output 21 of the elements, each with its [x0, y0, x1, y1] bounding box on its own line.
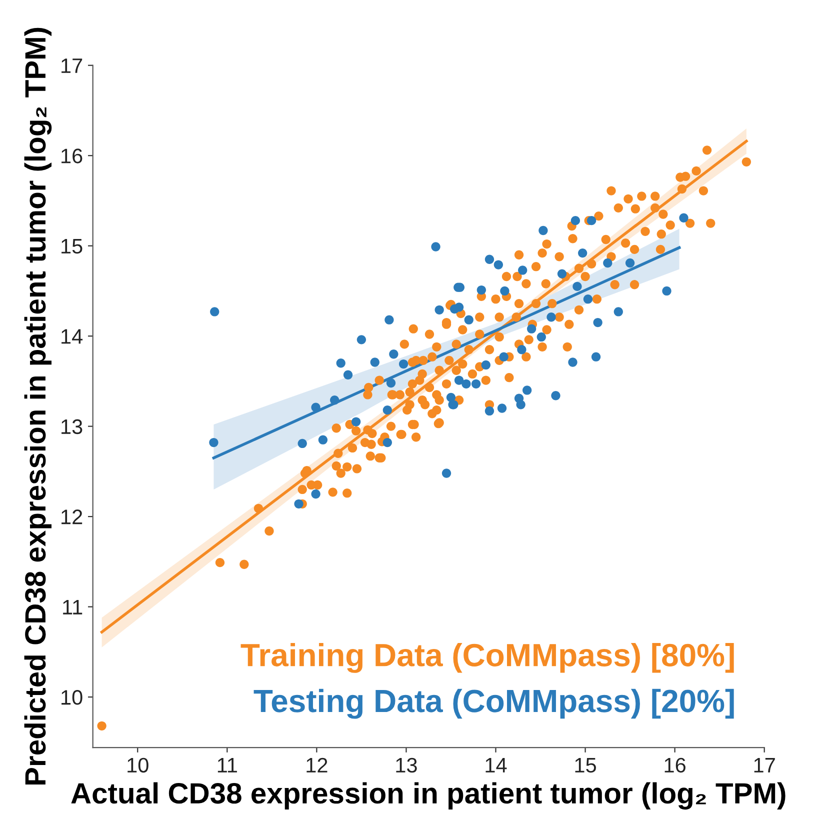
y-tick-label: 12: [62, 510, 82, 524]
y-tick-label: 10: [62, 690, 82, 705]
x-tick-label: 11: [218, 758, 237, 772]
y-tick-label: 16: [62, 148, 82, 164]
x-axis-title: Actual CD38 expression in patient tumor (log₂ TPM): [71, 782, 786, 810]
line-series: [212, 246, 681, 460]
text: Testing Data (CoMMpass) [20%]: [254, 688, 734, 719]
y-tick-label: 15: [62, 239, 82, 254]
y-tick-label: 17: [62, 58, 82, 73]
text: Training Data (CoMMpass) [80%]: [240, 642, 734, 673]
y-tick-label: 13: [62, 419, 82, 434]
x-tick-label: 16: [664, 758, 686, 773]
x-tick-label: 10: [128, 758, 148, 773]
y-axis-title: Predicted CD38 expression in patient tumor (log₂ TPM): [24, 28, 52, 785]
x-tick-label: 15: [575, 758, 596, 773]
y-tick-label: 14: [62, 329, 83, 344]
x-tick-label: 12: [306, 758, 328, 772]
x-tick-label: 17: [754, 758, 775, 772]
x-tick-label: 13: [396, 758, 417, 773]
y-tick-label: 11: [63, 600, 82, 614]
x-tick-label: 14: [486, 758, 507, 772]
